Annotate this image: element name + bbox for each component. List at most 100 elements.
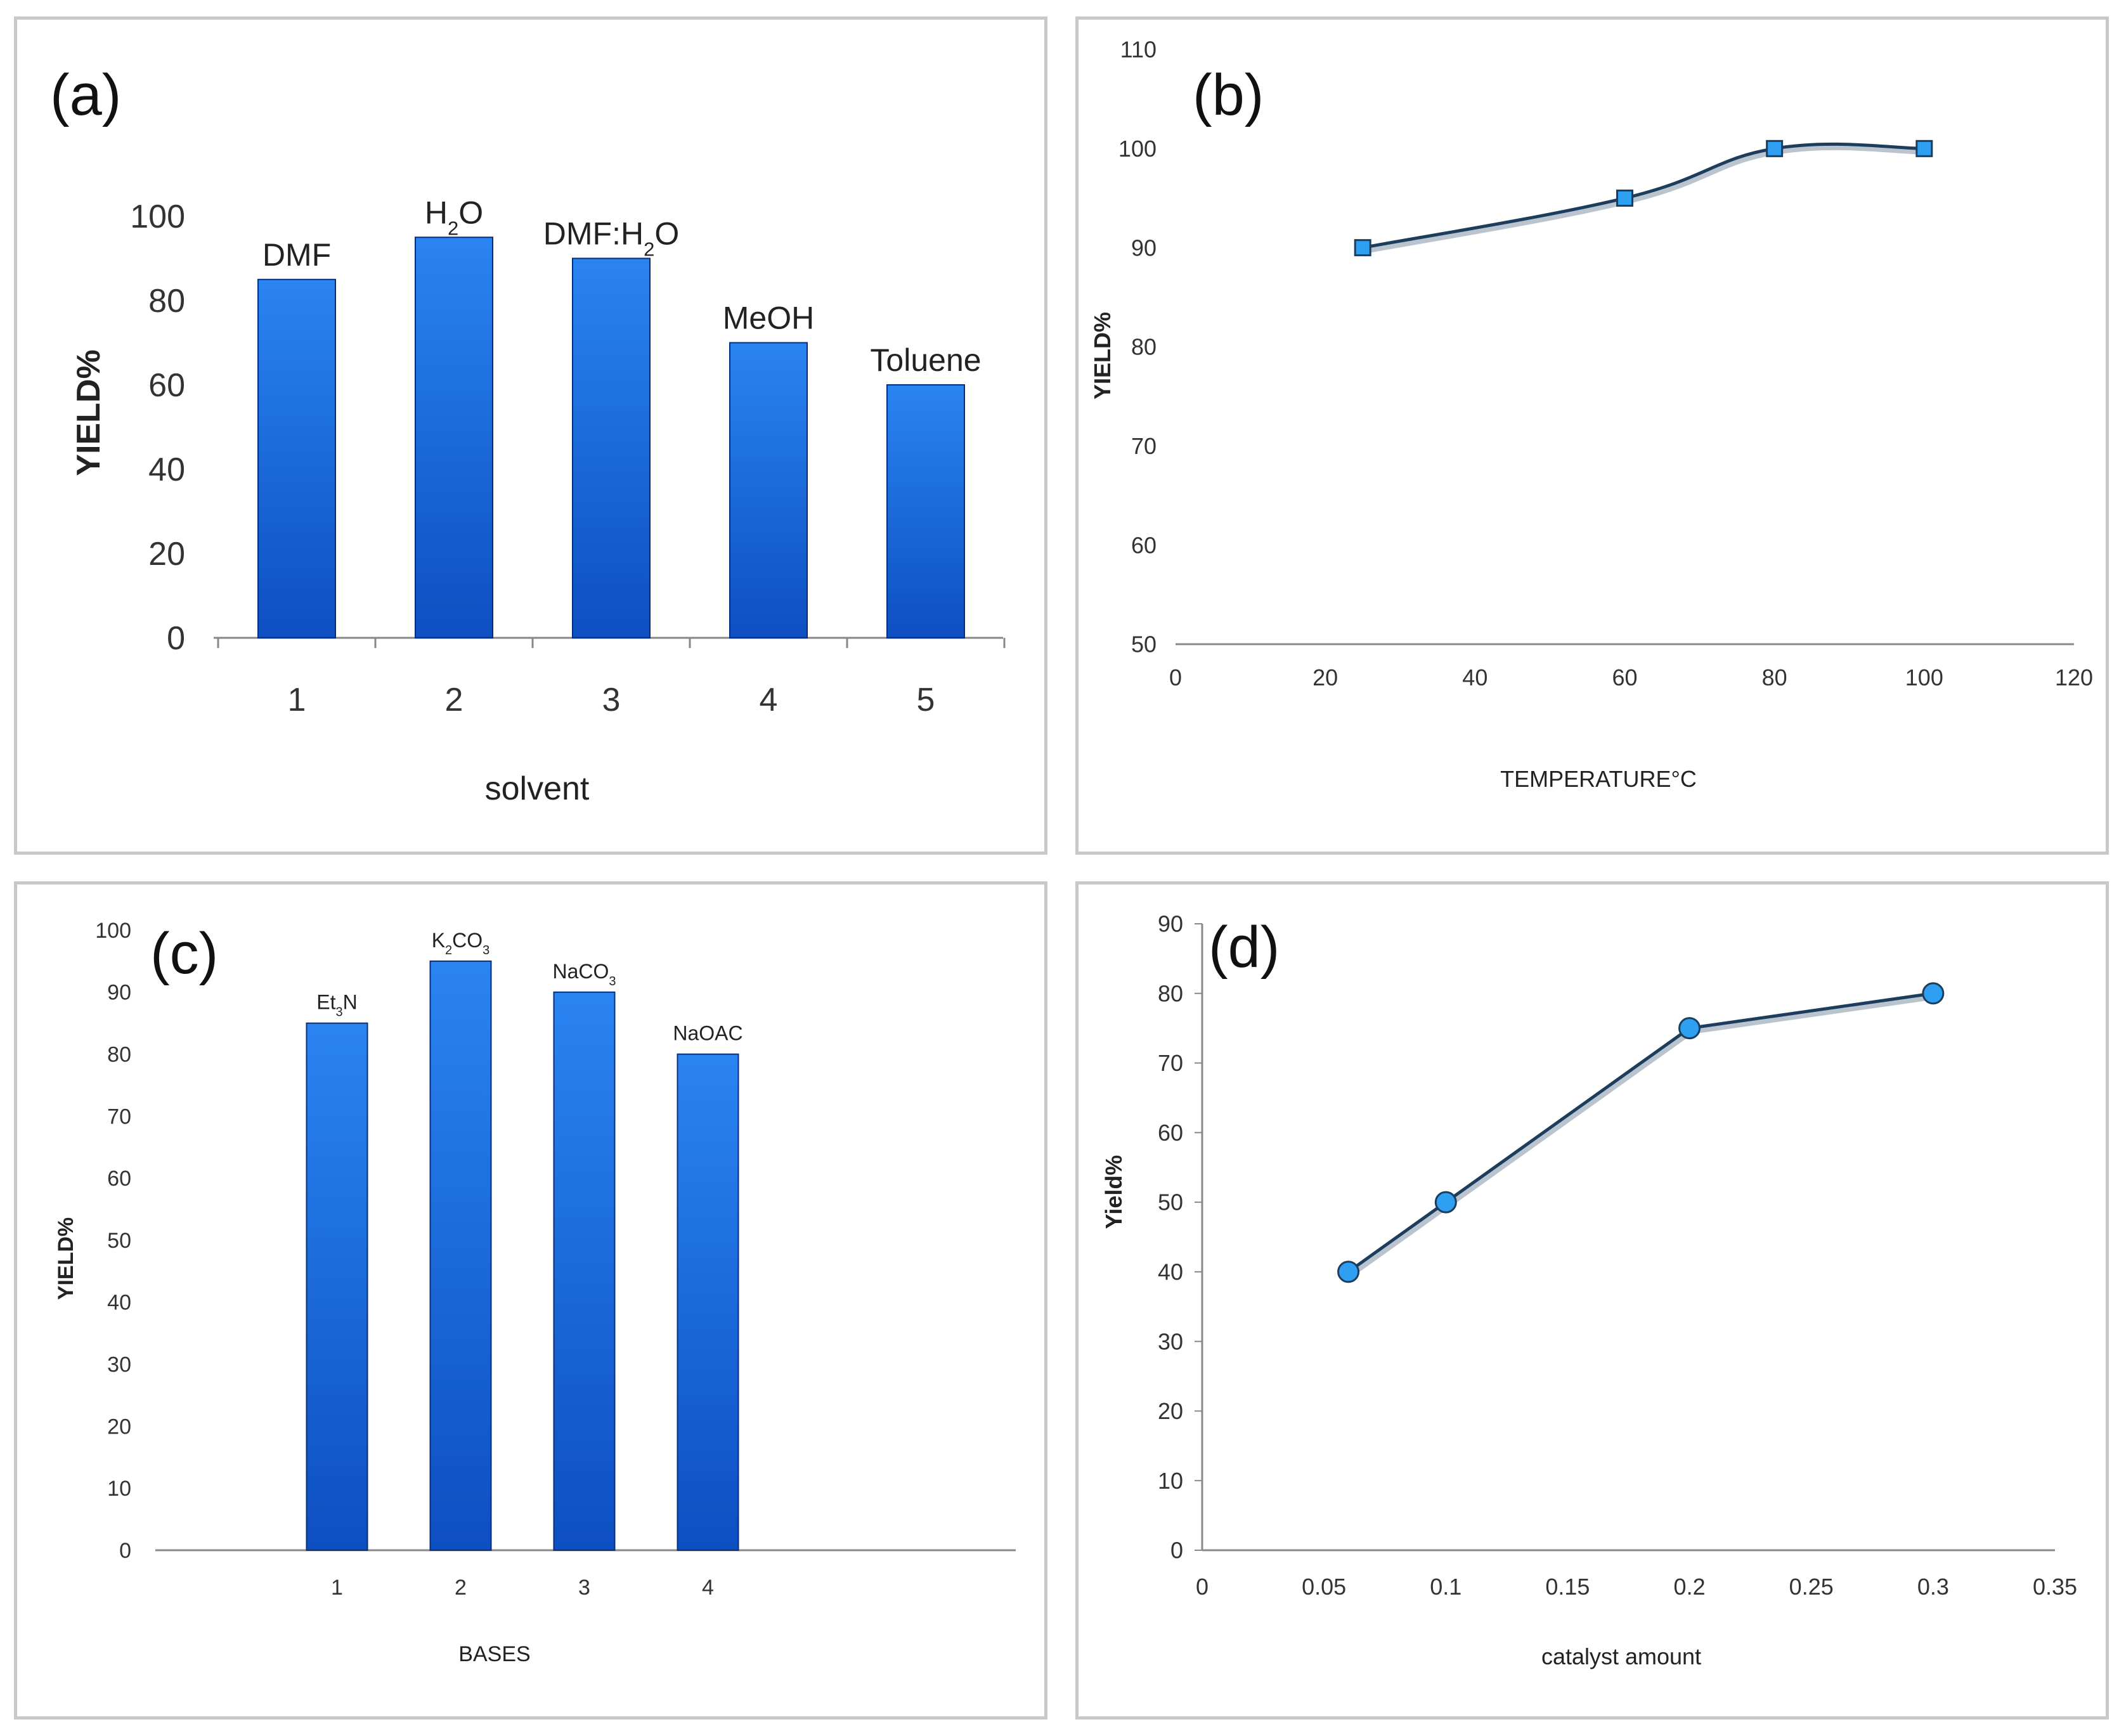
data-point-marker bbox=[1616, 190, 1633, 207]
series-line-shadow bbox=[1348, 994, 1936, 1278]
y-tick-label: 20 bbox=[107, 1415, 131, 1439]
y-tick-label: 80 bbox=[107, 1043, 131, 1067]
y-tick-label: 100 bbox=[1118, 136, 1157, 162]
y-tick-label: 30 bbox=[1158, 1328, 1183, 1354]
y-axis-title: YIELD% bbox=[70, 349, 107, 476]
data-label: NaCO3 bbox=[552, 960, 616, 988]
bar bbox=[257, 278, 336, 638]
y-tick-label: 30 bbox=[107, 1353, 131, 1377]
y-tick-label: 20 bbox=[1158, 1398, 1183, 1424]
data-label: MeOH bbox=[723, 301, 814, 336]
x-tick-label: 120 bbox=[2055, 664, 2093, 690]
series-line-shadow bbox=[1364, 144, 1926, 254]
data-point-marker bbox=[1766, 139, 1784, 157]
y-tick-label: 60 bbox=[107, 1167, 131, 1191]
x-tick-label: 40 bbox=[1462, 664, 1487, 690]
x-tick-label: 0.3 bbox=[1917, 1574, 1949, 1600]
x-tick-label: 3 bbox=[602, 682, 621, 718]
y-tick-label: 50 bbox=[107, 1229, 131, 1253]
y-tick-label: 0 bbox=[167, 620, 185, 657]
y-axis-title: YIELD% bbox=[54, 1217, 78, 1300]
y-tick-label: 70 bbox=[1131, 433, 1157, 459]
y-tick-label: 60 bbox=[1131, 532, 1157, 558]
y-tick-label: 10 bbox=[107, 1477, 131, 1501]
bar bbox=[677, 1053, 739, 1551]
x-tick-label: 0.15 bbox=[1545, 1574, 1590, 1600]
y-tick-label: 60 bbox=[148, 367, 185, 404]
bar bbox=[429, 960, 492, 1551]
x-axis-title: TEMPERATURE°C bbox=[1500, 766, 1697, 792]
x-tick-label: 0 bbox=[1169, 664, 1182, 690]
x-tick-label: 0 bbox=[1196, 1574, 1209, 1600]
panel-label: (d) bbox=[1209, 915, 1280, 980]
y-tick-label: 50 bbox=[1131, 632, 1157, 657]
bar bbox=[572, 257, 651, 638]
x-axis-title: catalyst amount bbox=[1541, 1643, 1701, 1669]
y-tick-label: 40 bbox=[1158, 1259, 1183, 1285]
data-label: NaOAC bbox=[673, 1022, 742, 1045]
y-tick-label: 50 bbox=[1158, 1189, 1183, 1215]
x-tick-label: 0.25 bbox=[1789, 1574, 1834, 1600]
y-tick-label: 80 bbox=[1158, 980, 1183, 1006]
x-tick-label: 2 bbox=[455, 1576, 467, 1600]
y-tick-label: 100 bbox=[130, 198, 185, 235]
chart-panel-b: (b) 50 60 70 80 90 100 110 0 20 40 60 80 100 120 TEMPER… bbox=[1075, 16, 2109, 855]
panel-label: (a) bbox=[50, 63, 121, 127]
y-tick-label: 70 bbox=[107, 1104, 131, 1129]
chart-panel-d: (d) 0 10 20 30 40 50 60 70 80 90 0 0.05 0.1 0.15 0.2 0.2… bbox=[1075, 881, 2109, 1720]
y-tick-label: 0 bbox=[1170, 1538, 1183, 1564]
chart-c-svg: (c) 0 10 20 30 40 50 60 70 80 90 100 1 Et3N 2 K2CO3 3 NaC… bbox=[54, 919, 1016, 1666]
x-tick-label: 4 bbox=[702, 1576, 714, 1600]
series-line bbox=[1362, 142, 1924, 250]
data-label: DMF bbox=[262, 237, 331, 273]
data-label: Toluene bbox=[870, 342, 981, 378]
x-tick-label: 60 bbox=[1612, 664, 1637, 690]
data-point-marker bbox=[1354, 239, 1371, 257]
y-tick-label: 80 bbox=[1131, 334, 1157, 360]
y-tick-label: 40 bbox=[148, 451, 185, 488]
y-tick-label: 80 bbox=[148, 283, 185, 320]
bar bbox=[886, 384, 965, 638]
data-point-marker bbox=[1434, 1191, 1457, 1214]
chart-a-svg: (a) 0 20 40 60 80 100 1 DMF 2 H2O 3 DMF:H2O 4 MeOH 5 Tol… bbox=[50, 63, 1006, 807]
data-point-marker bbox=[1678, 1017, 1701, 1040]
data-label: DMF:H2O bbox=[543, 216, 679, 261]
y-tick-label: 100 bbox=[95, 919, 131, 943]
panel-label: (c) bbox=[150, 921, 218, 986]
x-tick-label: 0.2 bbox=[1674, 1574, 1706, 1600]
chart-panel-c: (c) 0 10 20 30 40 50 60 70 80 90 100 1 Et3N 2 K2CO3 3 NaC… bbox=[14, 881, 1047, 1720]
x-tick-label: 4 bbox=[760, 682, 778, 718]
x-axis-title: BASES bbox=[458, 1642, 530, 1666]
x-tick-label: 3 bbox=[578, 1576, 590, 1600]
y-tick-label: 20 bbox=[148, 536, 185, 573]
data-label: Et3N bbox=[316, 991, 357, 1020]
data-point-marker bbox=[1922, 982, 1945, 1005]
chart-d-svg: (d) 0 10 20 30 40 50 60 70 80 90 0 0.05 0.1 0.15 0.2 0.2… bbox=[1101, 911, 2077, 1669]
x-tick-label: 1 bbox=[331, 1576, 343, 1600]
y-tick-label: 60 bbox=[1158, 1120, 1183, 1146]
y-tick-label: 90 bbox=[1158, 911, 1183, 937]
x-tick-label: 0.1 bbox=[1430, 1574, 1461, 1600]
data-label: H2O bbox=[425, 195, 483, 239]
x-tick-label: 5 bbox=[917, 682, 935, 718]
x-tick-label: 20 bbox=[1312, 664, 1338, 690]
y-tick-label: 70 bbox=[1158, 1050, 1183, 1076]
y-tick-label: 40 bbox=[107, 1291, 131, 1315]
x-tick-label: 2 bbox=[445, 682, 463, 718]
y-tick-label: 0 bbox=[119, 1539, 131, 1563]
series-line bbox=[1347, 992, 1934, 1273]
chart-panel-a: (a) 0 20 40 60 80 100 1 DMF 2 H2O 3 DMF:H2O 4 MeOH 5 Tol… bbox=[14, 16, 1047, 855]
x-tick-label: 80 bbox=[1762, 664, 1787, 690]
x-tick-label: 100 bbox=[1905, 664, 1943, 690]
chart-b-svg: (b) 50 60 70 80 90 100 110 0 20 40 60 80 100 120 TEMPER… bbox=[1089, 37, 2093, 792]
data-point-marker bbox=[1337, 1260, 1360, 1283]
y-axis-title: YIELD% bbox=[1089, 312, 1115, 399]
y-tick-label: 90 bbox=[1131, 235, 1157, 261]
x-tick-label: 1 bbox=[288, 682, 306, 718]
y-axis-title: Yield% bbox=[1101, 1155, 1127, 1229]
y-tick-label: 110 bbox=[1120, 37, 1157, 63]
x-tick-label: 0.05 bbox=[1302, 1574, 1346, 1600]
bar bbox=[415, 236, 493, 638]
bar bbox=[729, 342, 808, 638]
bar bbox=[306, 1022, 368, 1551]
